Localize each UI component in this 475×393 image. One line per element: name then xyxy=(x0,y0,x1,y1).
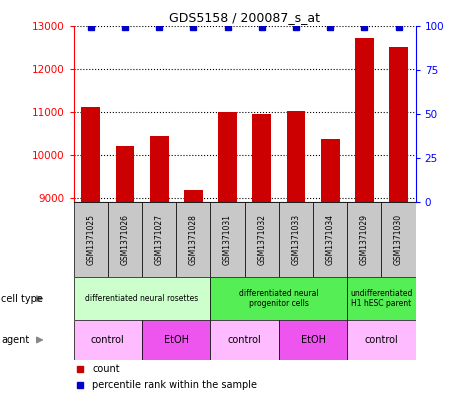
Bar xyxy=(286,110,305,393)
Bar xyxy=(74,320,142,360)
Bar xyxy=(81,108,100,393)
Bar xyxy=(108,202,142,277)
Text: control: control xyxy=(228,335,262,345)
Text: cell type: cell type xyxy=(1,294,43,304)
Bar xyxy=(218,112,237,393)
Bar xyxy=(389,47,408,393)
Bar xyxy=(184,190,203,393)
Bar xyxy=(355,39,374,393)
Text: GSM1371025: GSM1371025 xyxy=(86,214,95,265)
Bar xyxy=(347,320,416,360)
Text: EtOH: EtOH xyxy=(301,335,325,345)
Bar xyxy=(142,202,176,277)
Text: control: control xyxy=(364,335,399,345)
Bar xyxy=(347,277,416,320)
Bar xyxy=(142,320,210,360)
Title: GDS5158 / 200087_s_at: GDS5158 / 200087_s_at xyxy=(169,11,320,24)
Bar xyxy=(210,202,245,277)
Text: undifferentiated
H1 hESC parent: undifferentiated H1 hESC parent xyxy=(350,289,413,309)
Bar xyxy=(279,202,313,277)
Text: differentiated neural
progenitor cells: differentiated neural progenitor cells xyxy=(239,289,319,309)
Bar xyxy=(150,136,169,393)
Bar xyxy=(381,202,416,277)
Text: agent: agent xyxy=(1,335,29,345)
Bar xyxy=(347,202,381,277)
Text: percentile rank within the sample: percentile rank within the sample xyxy=(93,380,257,389)
Bar xyxy=(252,114,271,393)
Text: GSM1371030: GSM1371030 xyxy=(394,214,403,265)
Text: EtOH: EtOH xyxy=(164,335,189,345)
Bar xyxy=(313,202,347,277)
Text: GSM1371034: GSM1371034 xyxy=(326,214,334,265)
Text: GSM1371031: GSM1371031 xyxy=(223,214,232,265)
Bar xyxy=(74,202,108,277)
Bar xyxy=(245,202,279,277)
Text: GSM1371026: GSM1371026 xyxy=(121,214,129,265)
Bar xyxy=(115,146,134,393)
Text: GSM1371027: GSM1371027 xyxy=(155,214,163,265)
Bar xyxy=(210,277,347,320)
Bar xyxy=(321,139,340,393)
Text: count: count xyxy=(93,364,120,374)
Text: GSM1371032: GSM1371032 xyxy=(257,214,266,265)
Text: control: control xyxy=(91,335,125,345)
Text: GSM1371033: GSM1371033 xyxy=(292,214,300,265)
Bar xyxy=(74,277,210,320)
Text: GSM1371029: GSM1371029 xyxy=(360,214,369,265)
Bar xyxy=(210,320,279,360)
Bar xyxy=(176,202,210,277)
Text: differentiated neural rosettes: differentiated neural rosettes xyxy=(86,294,199,303)
Bar xyxy=(279,320,347,360)
Text: GSM1371028: GSM1371028 xyxy=(189,214,198,265)
